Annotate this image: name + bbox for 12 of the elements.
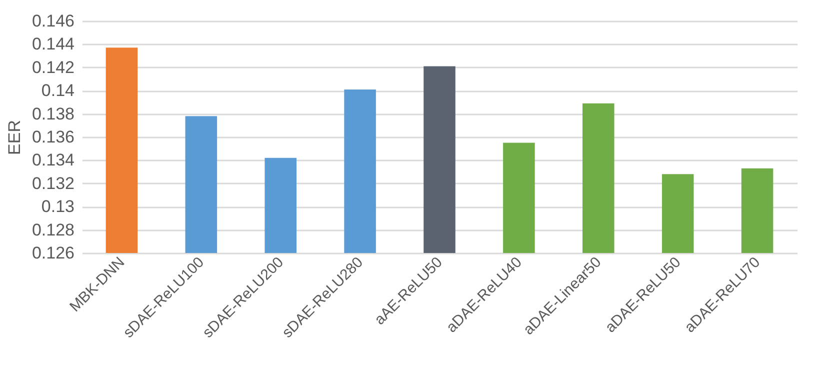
y-axis-title: EER: [4, 120, 24, 155]
y-tick-label: 0.132: [32, 174, 74, 193]
y-tick-label: 0.126: [32, 244, 74, 262]
y-tick-label: 0.128: [32, 220, 74, 240]
y-tick-label: 0.138: [32, 104, 74, 124]
y-tick-label: 0.144: [32, 34, 74, 54]
y-tick-label: 0.134: [32, 150, 74, 170]
y-tick-label: 0.14: [41, 81, 74, 100]
y-tick-label: 0.142: [32, 58, 74, 77]
y-tick-label: 0.13: [41, 197, 74, 216]
y-tick-label: 0.146: [32, 12, 74, 30]
y-tick-label: 0.136: [32, 128, 74, 146]
